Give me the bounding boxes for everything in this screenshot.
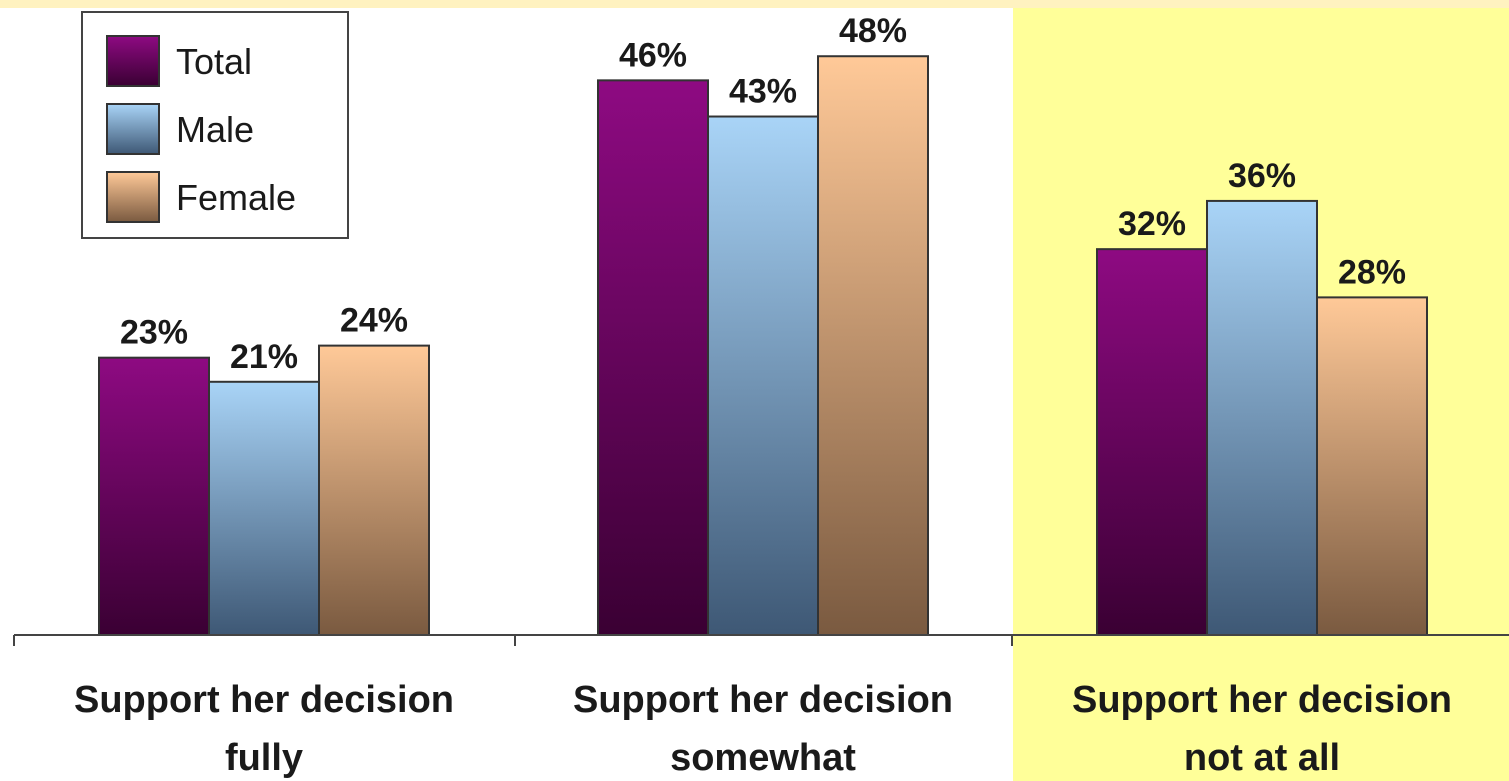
legend: Total Male Female <box>81 11 349 239</box>
labels-layer: 23% 21% 24% 46% 43% 48% 32% 36% 28% <box>120 12 1406 376</box>
value-label-male-3: 36% <box>1228 157 1296 195</box>
top-strip <box>0 0 1509 8</box>
bars-layer <box>98 55 1428 637</box>
value-label-male-2: 43% <box>729 73 797 111</box>
value-label-total-2: 46% <box>619 36 687 74</box>
bar-male-1 <box>208 380 320 636</box>
legend-label-total: Total <box>176 41 252 82</box>
value-label-total-1: 23% <box>120 314 188 352</box>
categories-layer: Support her decision fully Support her dec… <box>74 679 1452 779</box>
value-label-male-1: 21% <box>230 338 298 376</box>
value-label-female-3: 28% <box>1338 253 1406 291</box>
bar-female-3 <box>1316 296 1428 636</box>
value-label-female-2: 48% <box>839 12 907 50</box>
bar-total-2 <box>597 79 709 637</box>
bar-female-2 <box>817 55 929 636</box>
bar-male-2 <box>707 115 819 637</box>
legend-swatch-total <box>106 35 160 87</box>
category-label-3-line-1: Support her decision <box>1072 679 1452 721</box>
legend-swatch-female <box>106 171 160 223</box>
bar-total-1 <box>98 356 210 636</box>
legend-swatch-male <box>106 103 160 155</box>
value-label-female-1: 24% <box>340 302 408 340</box>
bar-male-3 <box>1206 199 1318 637</box>
category-label-3-line-2: not at all <box>1184 737 1340 779</box>
legend-label-male: Male <box>176 109 254 150</box>
value-label-total-3: 32% <box>1118 205 1186 243</box>
category-label-1-line-2: fully <box>225 737 303 779</box>
category-label-2-line-2: somewhat <box>670 737 856 779</box>
category-label-1-line-1: Support her decision <box>74 679 454 721</box>
category-label-2-line-1: Support her decision <box>573 679 953 721</box>
bar-total-3 <box>1096 248 1208 636</box>
legend-label-female: Female <box>176 177 296 218</box>
bar-female-1 <box>318 344 430 636</box>
